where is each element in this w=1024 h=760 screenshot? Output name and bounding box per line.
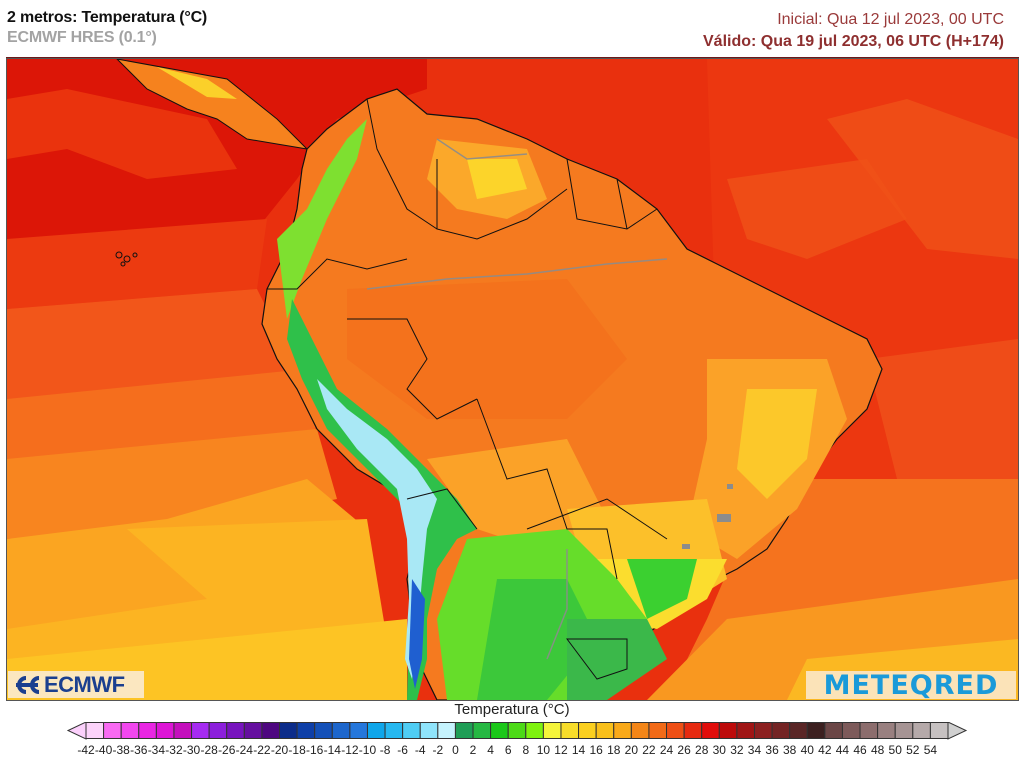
scale-label: 8 — [522, 743, 530, 757]
ecmwf-logo: ECMWF — [8, 671, 144, 698]
scale-label: 4 — [487, 743, 494, 757]
scale-label: -6 — [397, 743, 408, 757]
legend-title: Temperatura (°C) — [454, 701, 570, 718]
scale-label: -42 — [77, 743, 95, 757]
scale-label: -30 — [182, 743, 201, 757]
scale-label: 22 — [642, 743, 656, 757]
scale-label: 12 — [554, 743, 568, 757]
scale-label: 2 — [469, 743, 477, 757]
scale-label: 16 — [589, 743, 603, 757]
scale-label: 26 — [677, 743, 691, 757]
header-divider — [6, 57, 1019, 58]
scale-label: -26 — [218, 743, 236, 757]
model-label: ECMWF HRES (0.1°) — [7, 29, 157, 46]
scale-label: 52 — [906, 743, 920, 757]
scale-label: -22 — [253, 743, 271, 757]
meteored-logo: METEQRED — [806, 669, 1016, 701]
scale-label: 28 — [695, 743, 709, 757]
scale-label: -10 — [358, 743, 377, 757]
header-right: Inicial: Qua 12 jul 2023, 00 UTC Válido:… — [703, 8, 1004, 52]
scale-label: 0 — [452, 743, 459, 757]
header-left: 2 metros: Temperatura (°C) ECMWF HRES (0… — [7, 8, 207, 48]
scale-label: -16 — [306, 743, 324, 757]
color-scale-bar — [66, 722, 968, 740]
scale-label: 48 — [870, 743, 885, 757]
scale-label: 50 — [888, 743, 902, 757]
valid-time: Válido: Qua 19 jul 2023, 06 UTC (H+174) — [703, 33, 1004, 50]
scale-label: 36 — [765, 743, 779, 757]
meteored-logo-text: METEQRED — [823, 669, 999, 701]
scale-label: -4 — [414, 743, 426, 757]
scale-label: -20 — [270, 743, 289, 757]
scale-label: 6 — [504, 743, 512, 757]
ecmwf-mark-icon — [12, 675, 42, 695]
scale-label: 14 — [571, 743, 586, 757]
scale-label: -28 — [200, 743, 218, 757]
scale-label: -12 — [341, 743, 359, 757]
scale-label: 38 — [782, 743, 797, 757]
init-time: Inicial: Qua 12 jul 2023, 00 UTC — [777, 11, 1004, 28]
scale-label: 18 — [607, 743, 621, 757]
scale-label: -8 — [379, 743, 391, 757]
scale-label: 32 — [730, 743, 744, 757]
temperature-map[interactable] — [6, 58, 1019, 701]
map-canvas — [7, 59, 1018, 700]
scale-label: 44 — [835, 743, 850, 757]
scale-label: 42 — [818, 743, 832, 757]
scale-label: 24 — [659, 743, 674, 757]
scale-label: -24 — [235, 743, 253, 757]
map-title: 2 metros: Temperatura (°C) — [7, 9, 208, 26]
scale-label: -38 — [112, 743, 130, 757]
scale-label: 30 — [712, 743, 726, 757]
ecmwf-logo-text: ECMWF — [44, 671, 125, 697]
scale-label: 34 — [747, 743, 762, 757]
color-scale-labels: -42 -40 -38 -36 -34 -32 -30 -28 -26 -24 -22 -20 -18-… — [0, 743, 1024, 759]
scale-label: -34 — [147, 743, 166, 757]
scale-label: -14 — [323, 743, 341, 757]
scale-label: 46 — [853, 743, 867, 757]
scale-label: -2 — [432, 743, 444, 757]
scale-label: -18 — [288, 743, 306, 757]
scale-label: 20 — [624, 743, 639, 757]
scale-label: -40 — [94, 743, 113, 757]
scale-label: -36 — [130, 743, 148, 757]
scale-label: -32 — [165, 743, 183, 757]
scale-label: 54 — [923, 743, 938, 757]
scale-label: 40 — [800, 743, 814, 757]
scale-label: 10 — [536, 743, 551, 757]
